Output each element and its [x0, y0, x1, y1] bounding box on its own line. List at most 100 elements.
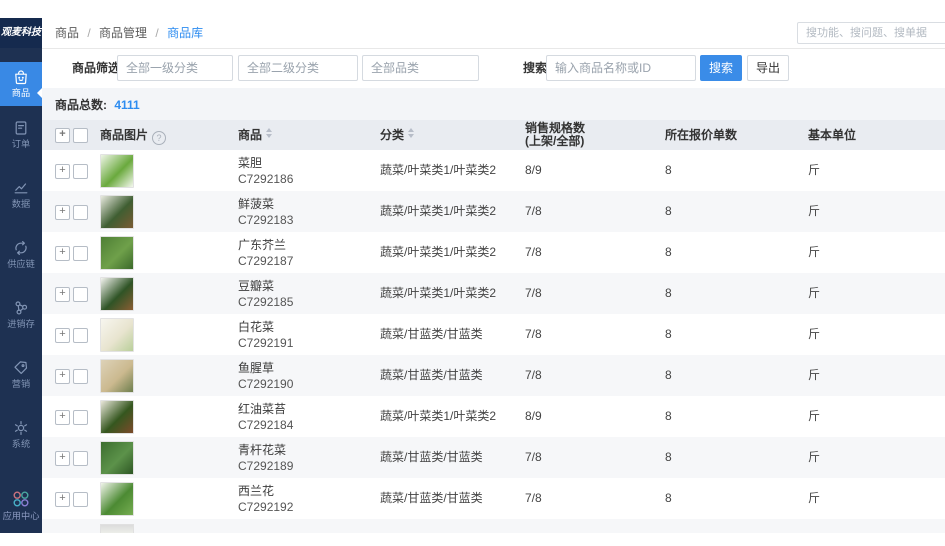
row-checkbox[interactable]	[73, 163, 88, 179]
expand-row-button[interactable]: +	[55, 327, 70, 343]
header-product[interactable]: 商品	[238, 120, 273, 150]
base-unit: 斤	[808, 491, 821, 505]
base-unit: 斤	[808, 245, 821, 259]
sidebar-item-inventory[interactable]: 进销存	[0, 299, 42, 331]
global-search-input[interactable]	[797, 22, 945, 44]
product-image[interactable]	[100, 441, 134, 475]
sidebar-item-supply-chain[interactable]: 供应链	[0, 239, 42, 271]
product-cell: 广东芥兰 C7292187	[238, 237, 293, 269]
quote-sheet-count: 8	[665, 327, 672, 341]
product-category: 蔬菜/叶菜类1/叶菜类2	[380, 409, 497, 423]
product-id: C7292191	[238, 336, 294, 350]
help-icon[interactable]	[152, 131, 167, 145]
table-header-row: + 商品图片 商品 分类 销售规格数 (上架/全部) 所在报价单数 基本单位	[42, 120, 945, 150]
row-checkbox[interactable]	[73, 286, 88, 302]
product-category: 蔬菜/叶菜类1/叶菜类2	[380, 204, 497, 218]
product-search-input[interactable]	[546, 55, 696, 81]
product-name[interactable]: 鱼腥草	[238, 361, 275, 375]
sidebar-item-goods[interactable]: 商品	[0, 62, 42, 106]
quote-sheet-count: 8	[665, 368, 672, 382]
row-checkbox[interactable]	[73, 327, 88, 343]
quote-sheet-count: 8	[665, 450, 672, 464]
product-name[interactable]: 鲜菠菜	[238, 197, 275, 211]
quote-sheet-count: 8	[665, 409, 672, 423]
header-category[interactable]: 分类	[380, 120, 415, 150]
sidebar-item-app-center[interactable]: 应用中心	[0, 489, 42, 523]
quote-sheet-count: 8	[665, 245, 672, 259]
product-name[interactable]: 红油菜苔	[238, 402, 287, 416]
product-image[interactable]	[100, 318, 134, 352]
breadcrumb-item[interactable]: 商品管理	[99, 26, 148, 40]
product-name[interactable]: 豆瓣菜	[238, 279, 275, 293]
product-image	[100, 524, 134, 533]
table-row[interactable]: + 广东芥兰 C7292187 蔬菜/叶菜类1/叶菜类2 7/8 8 斤	[42, 232, 945, 273]
expand-row-button[interactable]: +	[55, 163, 70, 179]
expand-row-button[interactable]: +	[55, 491, 70, 507]
table-row[interactable]: + 西兰花 C7292192 蔬菜/甘蓝类/甘蓝类 7/8 8 斤	[42, 478, 945, 519]
sidebar-item-orders[interactable]: 订单	[0, 119, 42, 151]
table-row[interactable]: + 红油菜苔 C7292184 蔬菜/叶菜类1/叶菜类2 8/9 8 斤	[42, 396, 945, 437]
app-center-icon	[0, 489, 42, 509]
breadcrumb-item[interactable]: 商品	[55, 26, 80, 40]
category-level2-select[interactable]	[238, 55, 358, 81]
breadcrumb-separator: /	[155, 26, 159, 40]
expand-row-button[interactable]: +	[55, 204, 70, 220]
product-image[interactable]	[100, 482, 134, 516]
table-row-partial	[42, 519, 945, 533]
product-name[interactable]: 广东芥兰	[238, 238, 287, 252]
table-row[interactable]: + 豆瓣菜 C7292185 蔬菜/叶菜类1/叶菜类2 7/8 8 斤	[42, 273, 945, 314]
sort-icon[interactable]	[408, 128, 415, 138]
expand-row-button[interactable]: +	[55, 286, 70, 302]
product-image[interactable]	[100, 400, 134, 434]
row-checkbox[interactable]	[73, 204, 88, 220]
table-row[interactable]: + 鲜菠菜 C7292183 蔬菜/叶菜类1/叶菜类2 7/8 8 斤	[42, 191, 945, 232]
row-checkbox[interactable]	[73, 245, 88, 261]
product-id: C7292185	[238, 295, 294, 309]
product-id: C7292190	[238, 377, 294, 391]
category-type-select[interactable]	[362, 55, 479, 81]
product-id: C7292183	[238, 213, 294, 227]
row-checkbox[interactable]	[73, 491, 88, 507]
product-id: C7292189	[238, 459, 294, 473]
product-image[interactable]	[100, 195, 134, 229]
select-all-checkbox[interactable]	[73, 128, 88, 143]
sort-icon[interactable]	[266, 128, 273, 138]
sidebar-item-marketing[interactable]: 营销	[0, 359, 42, 391]
product-category: 蔬菜/叶菜类1/叶菜类2	[380, 286, 497, 300]
filter-bar: 商品筛选: 搜索: 搜索 导出	[42, 48, 945, 88]
product-name[interactable]: 西兰花	[238, 484, 275, 498]
product-image[interactable]	[100, 154, 134, 188]
row-checkbox[interactable]	[73, 450, 88, 466]
sidebar-item-label: 数据	[11, 199, 31, 210]
product-image[interactable]	[100, 236, 134, 270]
sidebar-item-system[interactable]: 系统	[0, 419, 42, 451]
header-specs: 销售规格数 (上架/全部)	[525, 121, 586, 148]
product-cell: 鲜菠菜 C7292183	[238, 196, 293, 228]
sidebar-item-label: 订单	[11, 139, 31, 150]
product-name[interactable]: 青杆花菜	[238, 443, 287, 457]
table-row[interactable]: + 鱼腥草 C7292190 蔬菜/甘蓝类/甘蓝类 7/8 8 斤	[42, 355, 945, 396]
sales-spec-count: 7/8	[525, 245, 542, 259]
row-checkbox[interactable]	[73, 409, 88, 425]
expand-row-button[interactable]: +	[55, 450, 70, 466]
product-image[interactable]	[100, 277, 134, 311]
row-checkbox[interactable]	[73, 368, 88, 384]
table-row[interactable]: + 青杆花菜 C7292189 蔬菜/甘蓝类/甘蓝类 7/8 8 斤	[42, 437, 945, 478]
expand-all-button[interactable]: +	[55, 128, 70, 143]
table-row[interactable]: + 白花菜 C7292191 蔬菜/甘蓝类/甘蓝类 7/8 8 斤	[42, 314, 945, 355]
base-unit: 斤	[808, 204, 821, 218]
product-image[interactable]	[100, 359, 134, 393]
expand-row-button[interactable]: +	[55, 368, 70, 384]
table-row[interactable]: + 菜胆 C7292186 蔬菜/叶菜类1/叶菜类2 8/9 8 斤	[42, 150, 945, 191]
search-button[interactable]: 搜索	[700, 55, 742, 81]
export-button[interactable]: 导出	[747, 55, 789, 81]
sidebar-item-data[interactable]: 数据	[0, 179, 42, 211]
quote-sheet-count: 8	[665, 491, 672, 505]
content-area: 商品总数: 4111 + 商品图片 商品 分类 销售规格数 (上架/全部) 所在…	[42, 88, 945, 533]
category-level1-select[interactable]	[117, 55, 233, 81]
product-cell: 青杆花菜 C7292189	[238, 442, 293, 474]
product-name[interactable]: 白花菜	[238, 320, 275, 334]
expand-row-button[interactable]: +	[55, 245, 70, 261]
product-name[interactable]: 菜胆	[238, 156, 263, 170]
expand-row-button[interactable]: +	[55, 409, 70, 425]
